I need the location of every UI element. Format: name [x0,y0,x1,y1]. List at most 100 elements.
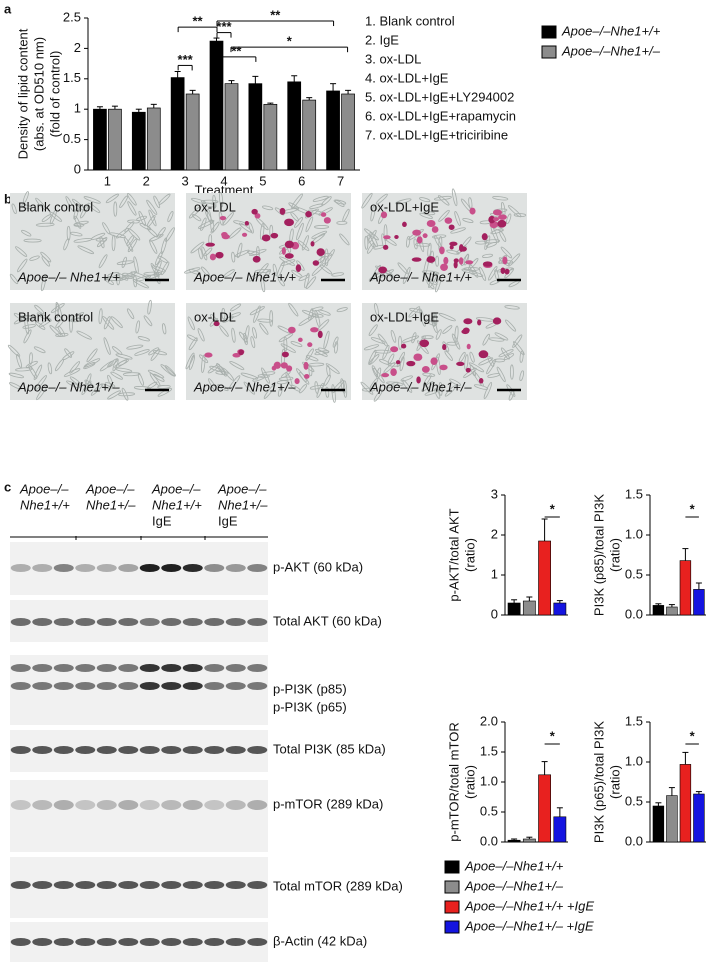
cell [147,369,165,379]
stained-cell [462,327,470,333]
cell [243,332,248,346]
y-tick-label: 1.5 [63,70,81,85]
cell [164,365,176,377]
cell [331,384,336,403]
sig-label: *** [178,52,194,67]
cell [290,384,301,392]
stained-cell [395,360,401,365]
cell [112,358,119,372]
cell [374,302,379,316]
blot-band [75,618,96,626]
blot-band [247,800,268,810]
cell [304,272,310,289]
stained-cell [284,240,294,249]
cell [158,193,171,205]
cell [482,253,494,258]
cell [110,371,124,380]
legend-label: Apoe–/–Nhe1+/– [561,43,661,58]
cell [230,303,242,312]
y-axis-label: PI3K (p65)/total PI3K [591,721,606,843]
cell [373,389,383,402]
stained-cell [416,376,421,384]
cell [370,337,386,344]
cell [29,255,40,261]
legend-swatch [541,45,557,59]
cell [117,392,136,397]
cell [105,193,119,204]
stained-cell [448,224,455,230]
cell [244,325,250,343]
blot-strip [10,780,268,852]
blot-column-header: Nhe1+/+ [152,497,202,512]
stained-cell [426,256,436,263]
bar [553,602,567,616]
cell [435,255,440,267]
cell [313,225,330,229]
cell [368,349,377,365]
cell [263,269,271,280]
cell [368,272,383,281]
cell [396,351,405,368]
cell [36,385,48,401]
blot-band [53,564,74,572]
blot-band [182,800,203,810]
stained-cell [492,209,503,216]
cell [185,352,195,370]
blot-column-header: Nhe1+/+ [20,497,70,512]
blot-band [96,881,117,889]
cell [291,269,303,278]
cell [73,223,85,227]
blot-row-label: Total mTOR (289 kDa) [273,878,403,893]
bar [522,838,536,843]
cell [54,303,59,319]
cell [423,374,432,387]
blot-band [204,664,225,672]
cell [91,232,106,240]
bar [679,764,692,843]
blot-band [182,664,203,672]
stained-cell [280,362,288,369]
blot-band [96,682,117,690]
blot-strip [10,542,268,595]
blot-band [247,938,268,946]
micrograph-genotype: Apoe–/– Nhe1+/+ [369,269,472,284]
bar [341,93,355,171]
cell [499,230,507,242]
stained-cell [416,236,423,244]
stained-cell [412,229,422,236]
cell [422,211,436,216]
stained-cell [453,261,458,269]
cell [66,225,71,241]
stained-cell [298,337,303,343]
cell [212,194,217,209]
cell [28,365,38,379]
cell [55,332,69,337]
cell [231,251,236,263]
blot-band [204,800,225,810]
bar [224,83,239,171]
bar [507,839,521,843]
blot-band [118,618,139,626]
cell [382,345,390,360]
cell [464,354,469,370]
blot-strip [10,922,268,962]
blot-band [204,682,225,690]
stained-cell [479,353,488,359]
blot-column-header: Nhe1+/– [86,497,136,512]
blot-band [53,881,74,889]
cell [248,274,258,282]
cell [308,365,313,377]
cell [375,193,388,205]
stained-cell [465,260,474,265]
sig-label: * [550,501,556,516]
cell [22,324,36,329]
cell [149,372,161,387]
stained-cell [449,244,454,250]
cell [250,336,256,349]
stained-cell [421,366,430,373]
cell [77,245,95,255]
cell [324,249,335,265]
y-tick-label: 1.0 [625,526,643,541]
blot-band [247,746,268,754]
blot-band [139,881,160,889]
